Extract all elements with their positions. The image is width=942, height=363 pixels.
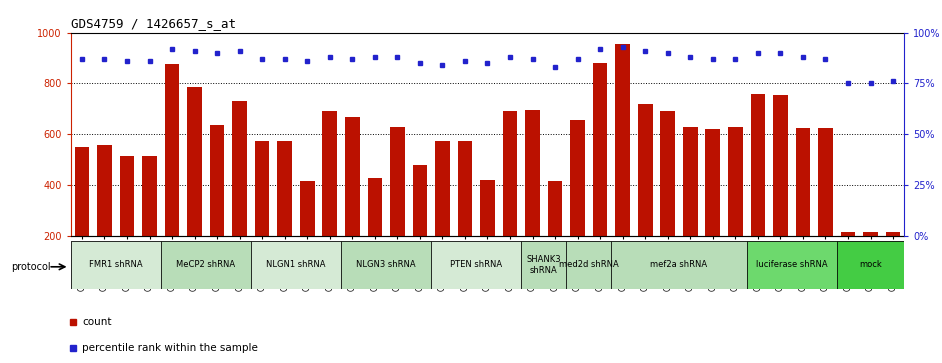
Bar <box>840 232 855 236</box>
Bar <box>796 128 810 236</box>
Bar <box>683 127 698 236</box>
Bar <box>566 241 611 289</box>
Bar <box>885 232 901 236</box>
Bar <box>277 140 292 236</box>
Bar <box>74 147 89 236</box>
Bar <box>728 127 742 236</box>
Bar <box>836 241 904 289</box>
Bar <box>611 241 747 289</box>
Text: count: count <box>82 317 111 327</box>
Bar <box>341 241 431 289</box>
Bar <box>71 241 161 289</box>
Text: percentile rank within the sample: percentile rank within the sample <box>82 343 258 353</box>
Bar <box>345 117 360 236</box>
Text: mock: mock <box>859 261 882 269</box>
Bar <box>255 140 269 236</box>
Bar <box>773 95 788 236</box>
Bar <box>435 140 449 236</box>
Text: NLGN3 shRNA: NLGN3 shRNA <box>356 261 416 269</box>
Bar <box>413 165 428 236</box>
Bar <box>819 128 833 236</box>
Bar <box>300 181 315 236</box>
Text: GDS4759 / 1426657_s_at: GDS4759 / 1426657_s_at <box>71 17 236 30</box>
Bar <box>210 125 224 236</box>
Bar <box>161 241 251 289</box>
Bar <box>233 101 247 236</box>
Text: FMR1 shRNA: FMR1 shRNA <box>89 261 142 269</box>
Bar <box>593 63 608 236</box>
Text: med2d shRNA: med2d shRNA <box>559 261 619 269</box>
Text: protocol: protocol <box>11 262 51 272</box>
Bar <box>747 241 836 289</box>
Bar <box>390 127 405 236</box>
Bar <box>120 156 135 236</box>
Bar <box>615 44 630 236</box>
Text: PTEN shRNA: PTEN shRNA <box>450 261 502 269</box>
Bar <box>503 111 517 236</box>
Bar <box>706 129 720 236</box>
Bar <box>367 178 382 236</box>
Bar <box>187 87 202 236</box>
Bar <box>458 140 472 236</box>
Text: SHANK3
shRNA: SHANK3 shRNA <box>527 255 561 275</box>
Bar <box>526 110 540 236</box>
Bar <box>431 241 521 289</box>
Bar <box>251 241 341 289</box>
Bar <box>638 104 653 236</box>
Bar <box>322 111 337 236</box>
Bar <box>547 181 562 236</box>
Bar <box>521 241 566 289</box>
Bar <box>751 94 765 236</box>
Bar <box>660 111 675 236</box>
Bar <box>480 180 495 236</box>
Text: NLGN1 shRNA: NLGN1 shRNA <box>267 261 326 269</box>
Text: MeCP2 shRNA: MeCP2 shRNA <box>176 261 236 269</box>
Bar <box>97 145 112 236</box>
Text: luciferase shRNA: luciferase shRNA <box>755 261 827 269</box>
Bar <box>142 156 156 236</box>
Text: mef2a shRNA: mef2a shRNA <box>650 261 707 269</box>
Bar <box>863 232 878 236</box>
Bar <box>165 65 179 236</box>
Bar <box>570 120 585 236</box>
